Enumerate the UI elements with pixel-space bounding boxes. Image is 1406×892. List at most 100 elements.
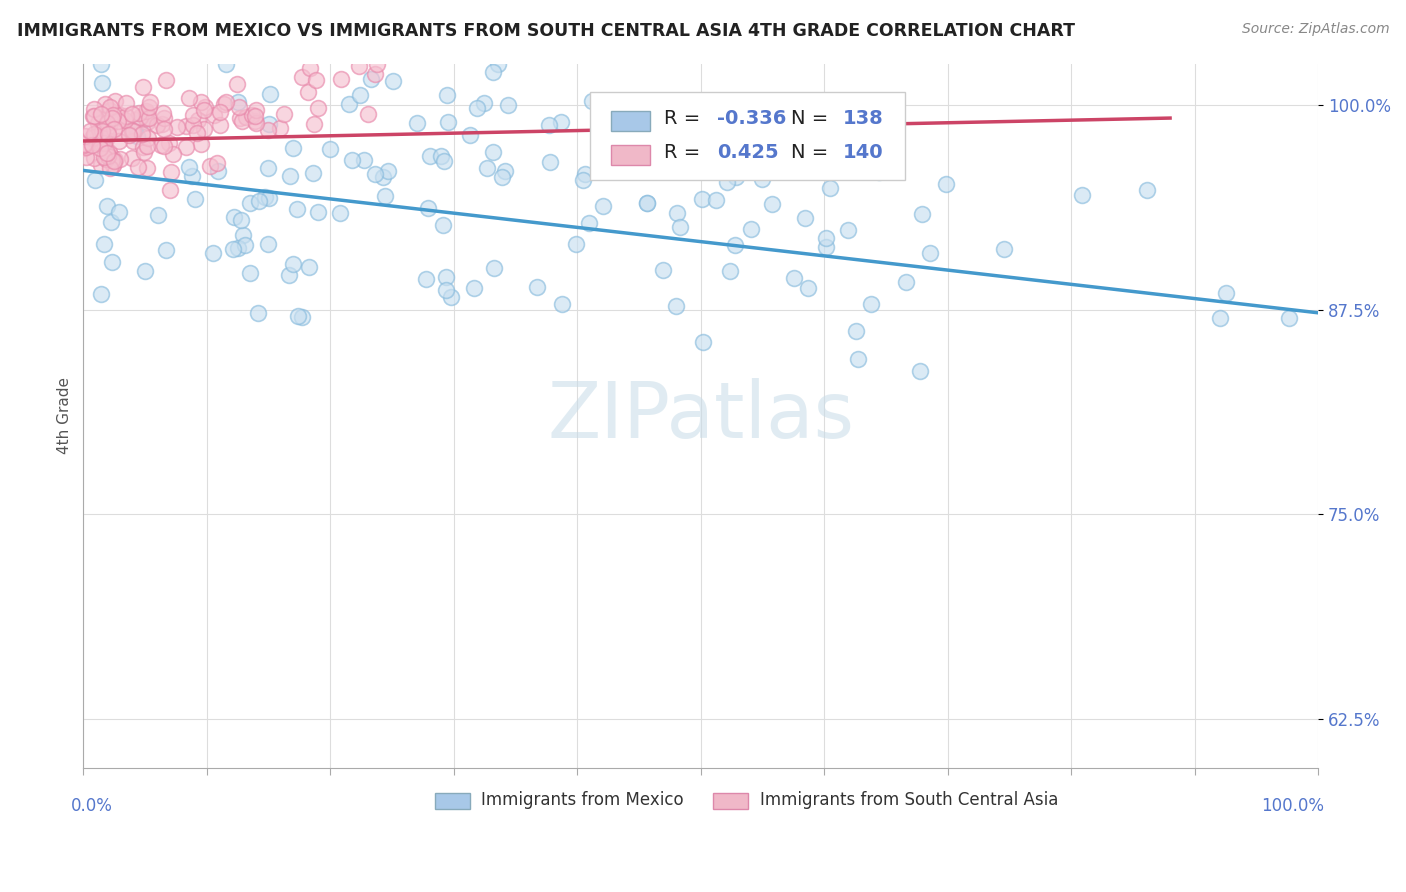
Point	[131, 127, 153, 141]
Point	[259, 87, 281, 102]
Point	[104, 153, 127, 167]
Point	[472, 95, 495, 110]
Point	[177, 90, 200, 104]
Point	[90, 158, 112, 172]
Point	[297, 85, 319, 99]
Point	[103, 122, 125, 136]
Point	[818, 180, 841, 194]
Point	[371, 169, 394, 184]
Point	[482, 145, 505, 159]
Point	[918, 246, 941, 260]
Point	[208, 118, 231, 132]
Text: Immigrants from South Central Asia: Immigrants from South Central Asia	[761, 791, 1059, 809]
Point	[136, 139, 159, 153]
Point	[574, 167, 596, 181]
Point	[496, 98, 519, 112]
Point	[96, 199, 118, 213]
Point	[202, 245, 225, 260]
Point	[157, 136, 180, 151]
Point	[298, 61, 321, 75]
Point	[160, 164, 183, 178]
Point	[90, 287, 112, 301]
Point	[184, 192, 207, 206]
Point	[761, 197, 783, 211]
Point	[235, 110, 257, 124]
Point	[231, 213, 253, 227]
Point	[526, 280, 548, 294]
Point	[91, 137, 114, 152]
Point	[193, 122, 215, 136]
Text: Immigrants from Mexico: Immigrants from Mexico	[481, 791, 683, 809]
Point	[538, 154, 561, 169]
Point	[257, 161, 280, 175]
Point	[486, 57, 509, 71]
Point	[894, 275, 917, 289]
Point	[212, 97, 235, 112]
Point	[132, 79, 155, 94]
Point	[187, 113, 209, 128]
Point	[97, 103, 120, 117]
Point	[96, 127, 118, 141]
Point	[135, 111, 157, 125]
Point	[94, 96, 117, 111]
Point	[86, 131, 108, 145]
Point	[75, 150, 97, 164]
Text: 0.0%: 0.0%	[70, 797, 112, 815]
Point	[482, 260, 505, 275]
Y-axis label: 4th Grade: 4th Grade	[58, 377, 72, 454]
Point	[121, 124, 143, 138]
Text: -0.336: -0.336	[717, 109, 786, 128]
Point	[98, 103, 121, 118]
Point	[215, 57, 238, 71]
Point	[269, 120, 291, 135]
Point	[136, 161, 159, 176]
Point	[122, 124, 145, 138]
Point	[283, 257, 305, 271]
Point	[166, 120, 188, 135]
Point	[571, 172, 593, 186]
Text: 100.0%: 100.0%	[1261, 797, 1324, 815]
Point	[340, 153, 363, 167]
Point	[786, 146, 808, 161]
Point	[304, 117, 326, 131]
Point	[114, 95, 136, 110]
Point	[1277, 311, 1299, 326]
Point	[302, 166, 325, 180]
Point	[93, 150, 115, 164]
Point	[129, 115, 152, 129]
Point	[357, 106, 380, 120]
Point	[415, 272, 437, 286]
Point	[83, 109, 105, 123]
Point	[193, 103, 215, 118]
Text: R =: R =	[664, 143, 706, 161]
Point	[848, 351, 870, 366]
Point	[291, 310, 314, 324]
Point	[565, 237, 588, 252]
Point	[83, 173, 105, 187]
Point	[307, 205, 329, 219]
Point	[751, 172, 773, 186]
Point	[908, 363, 931, 377]
Point	[285, 202, 308, 216]
Point	[665, 206, 688, 220]
Point	[202, 108, 225, 122]
Point	[129, 110, 152, 124]
Point	[100, 255, 122, 269]
Point	[127, 161, 149, 175]
Point	[538, 118, 561, 132]
Point	[108, 134, 131, 148]
Point	[103, 157, 125, 171]
Point	[718, 264, 741, 278]
Point	[75, 128, 97, 143]
Point	[240, 107, 263, 121]
Point	[135, 103, 157, 118]
Point	[815, 231, 838, 245]
Point	[460, 128, 482, 143]
Point	[87, 123, 110, 137]
Point	[330, 71, 353, 86]
Point	[305, 73, 328, 87]
Point	[1070, 187, 1092, 202]
Point	[434, 270, 457, 285]
Point	[101, 112, 124, 126]
Point	[94, 131, 117, 145]
